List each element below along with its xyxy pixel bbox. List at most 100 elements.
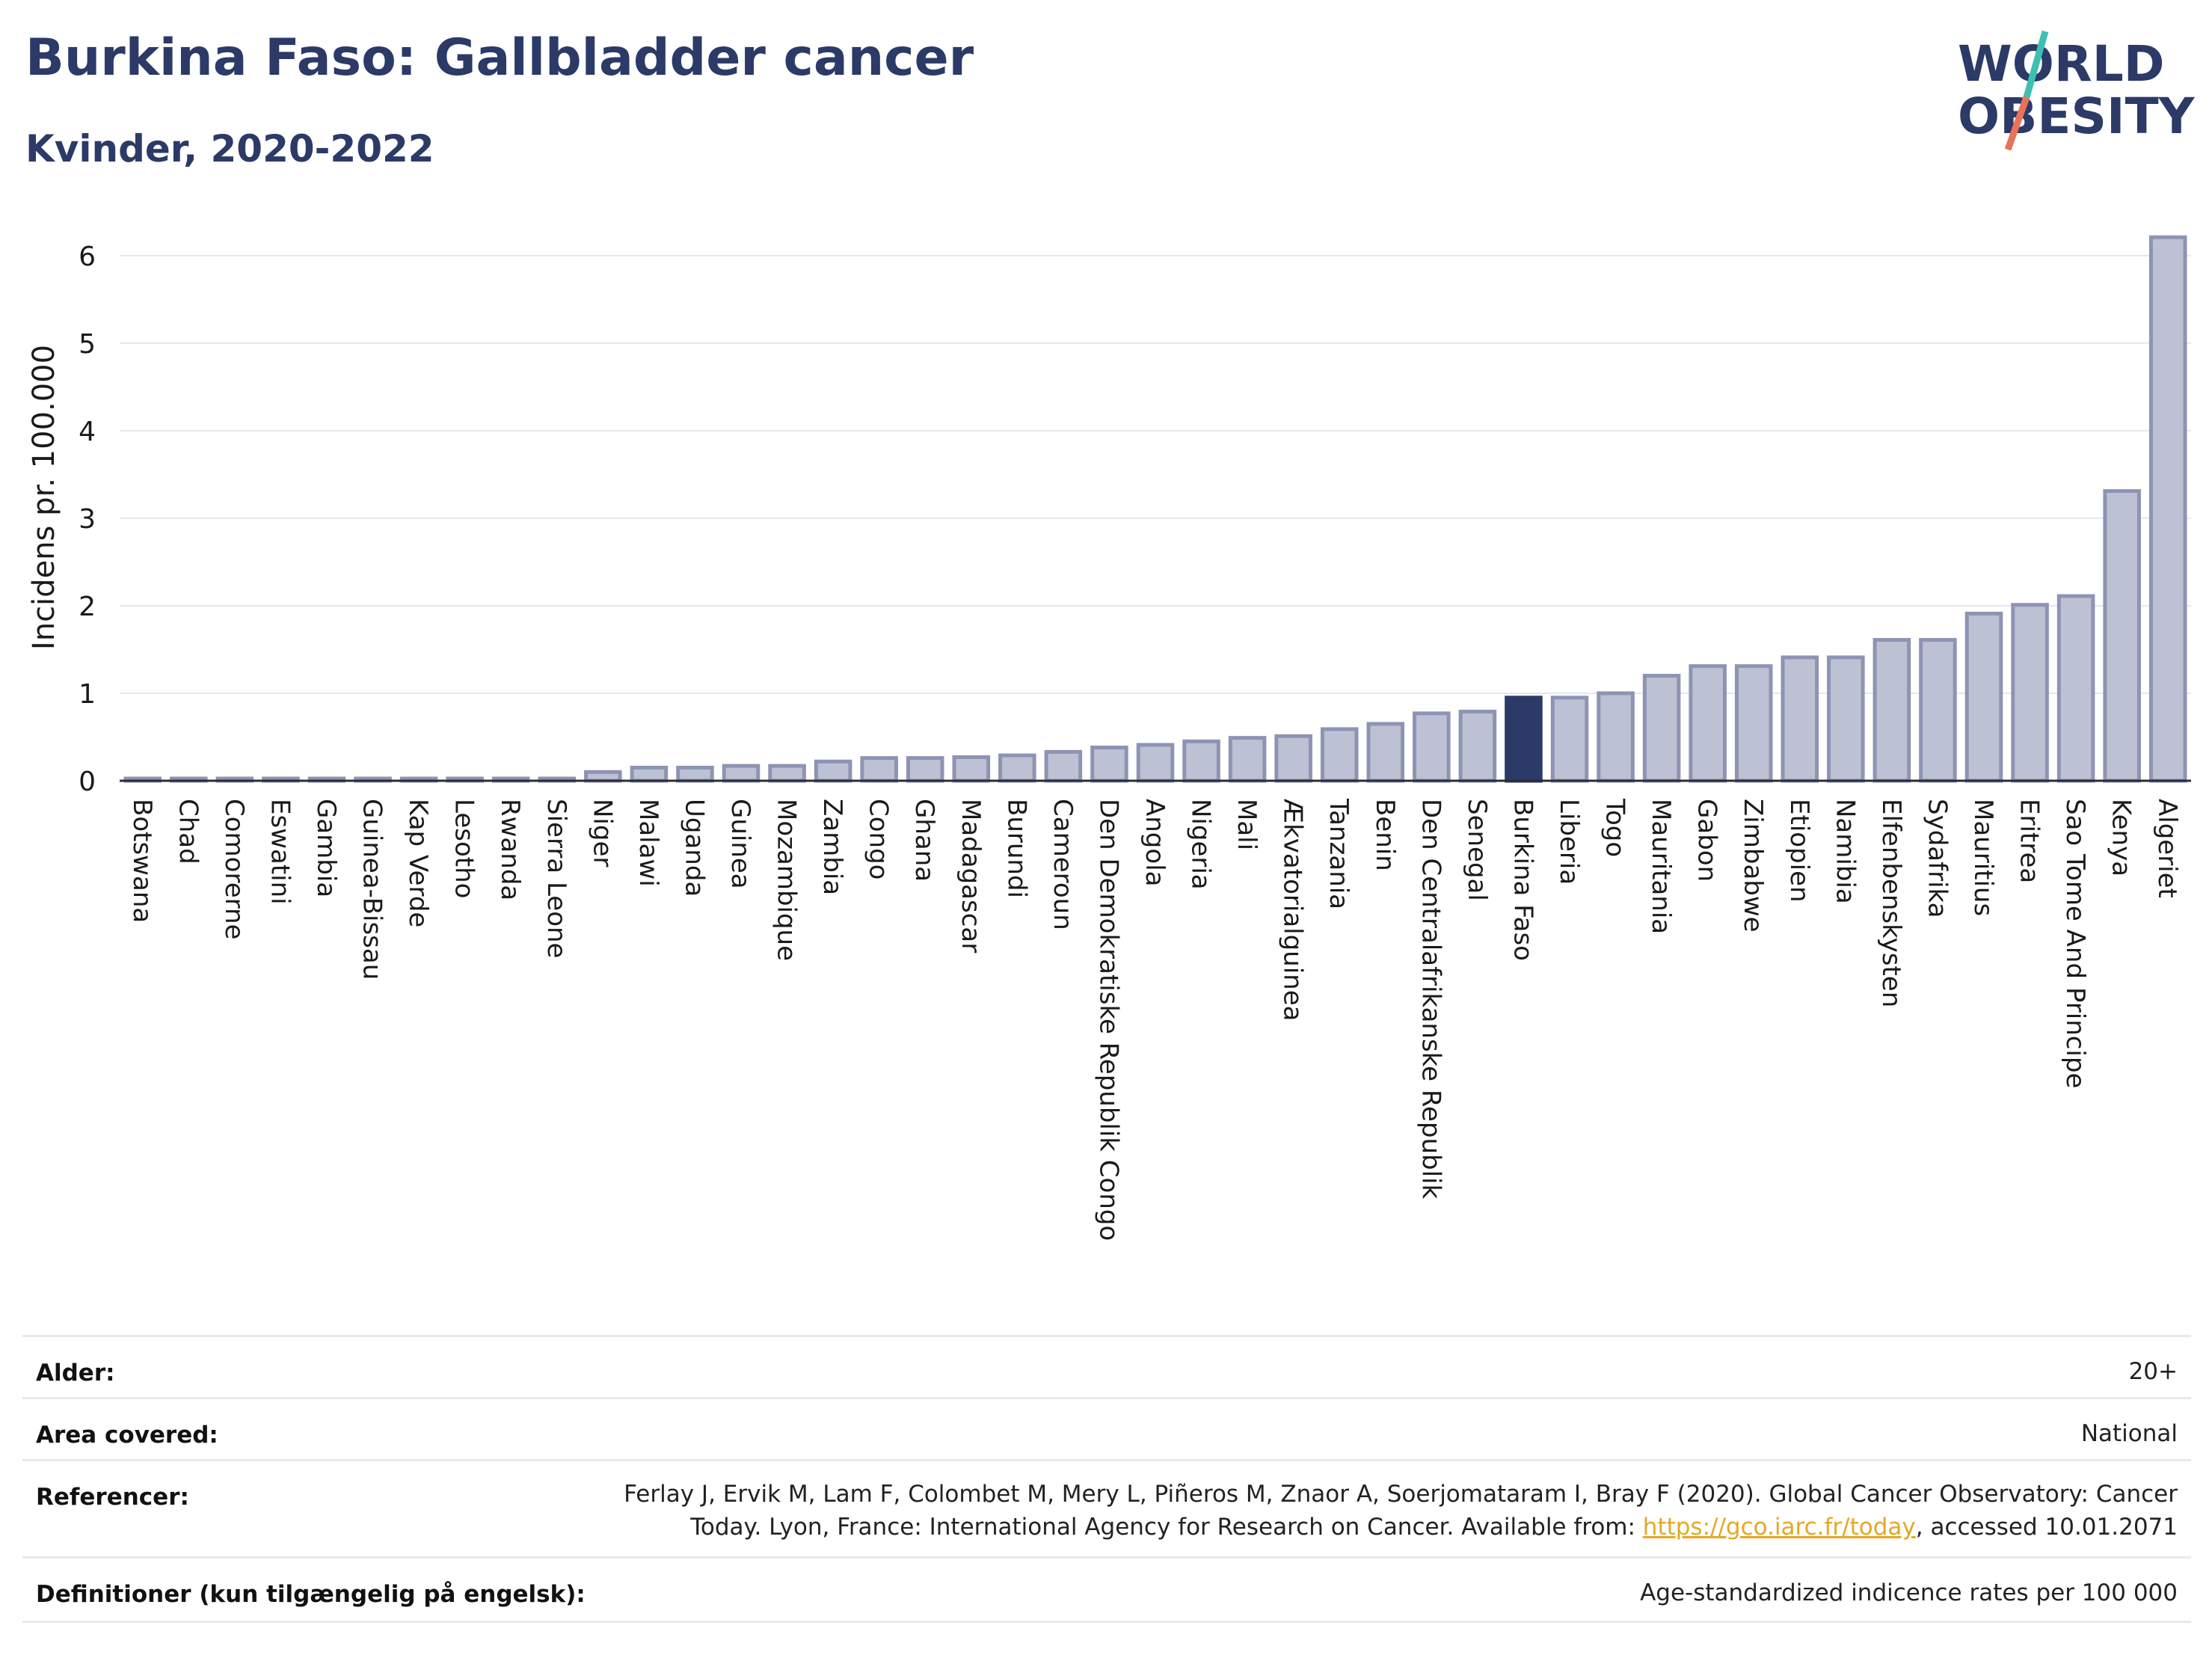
meta-value: National bbox=[2080, 1420, 2178, 1447]
bar bbox=[722, 764, 761, 783]
bar bbox=[1320, 727, 1359, 783]
bar bbox=[906, 756, 944, 783]
x-tick-label: Ækvatorialguinea bbox=[1278, 799, 1308, 1021]
bar bbox=[2148, 235, 2187, 783]
bar bbox=[1689, 664, 1727, 783]
y-tick-label: 3 bbox=[79, 504, 96, 535]
x-tick-label: Burundi bbox=[1001, 799, 1031, 898]
meta-label: Definitioner (kun tilgængelig på engelsk… bbox=[36, 1581, 586, 1608]
x-tick-label: Botswana bbox=[127, 799, 157, 923]
x-tick-label: Eswatini bbox=[265, 799, 295, 905]
x-tick-label: Mauritius bbox=[1968, 799, 1998, 916]
x-tick-label: Gabon bbox=[1692, 799, 1722, 882]
logo-slash-coral bbox=[2004, 96, 2030, 151]
x-tick-label: Malawi bbox=[633, 799, 663, 887]
meta-label: Alder: bbox=[36, 1360, 115, 1387]
y-tick-label: 1 bbox=[79, 679, 96, 710]
bar bbox=[1413, 711, 1451, 783]
meta-label: Area covered: bbox=[36, 1422, 218, 1449]
y-tick-label: 6 bbox=[79, 242, 96, 272]
grid-lines bbox=[120, 254, 2191, 694]
bar bbox=[1274, 734, 1312, 783]
bar bbox=[1872, 638, 1911, 783]
reference-line2: Today. Lyon, France: International Agenc… bbox=[624, 1511, 2178, 1544]
bar bbox=[860, 756, 898, 783]
x-tick-label: Cameroun bbox=[1048, 799, 1078, 930]
x-tick-label: Den Demokratiske Republik Congo bbox=[1093, 799, 1123, 1241]
meta-value: 20+ bbox=[2128, 1358, 2178, 1385]
meta-label: Referencer: bbox=[36, 1484, 189, 1511]
meta-row-references: Referencer: Ferlay J, Ervik M, Lam F, Co… bbox=[22, 1459, 2191, 1559]
reference-line1: Ferlay J, Ervik M, Lam F, Colombet M, Me… bbox=[624, 1481, 2178, 1508]
bar-chart: 0 1 2 3 4 5 6 Botswana Chad Comorerne Eswatini Gamb… bbox=[27, 235, 2191, 1241]
bar bbox=[2056, 594, 2095, 783]
bar bbox=[2011, 603, 2049, 783]
x-tick-label: Gambia bbox=[311, 799, 341, 897]
x-tick-label: Sao Tome And Principe bbox=[2060, 799, 2090, 1088]
bar bbox=[1090, 746, 1128, 783]
x-tick-label: Mauritania bbox=[1646, 799, 1676, 934]
x-tick-label: Angola bbox=[1140, 799, 1170, 886]
bar bbox=[676, 765, 714, 783]
bar bbox=[1228, 736, 1267, 783]
x-tick-label: Tanzania bbox=[1324, 798, 1354, 909]
bar bbox=[584, 770, 622, 783]
page-subtitle: Kvinder, 2020-2022 bbox=[25, 127, 434, 171]
x-tick-label: Guinea-Bissau bbox=[357, 799, 387, 980]
page-title: Burkina Faso: Gallbladder cancer bbox=[25, 28, 974, 87]
meta-value: Ferlay J, Ervik M, Lam F, Colombet M, Me… bbox=[624, 1478, 2178, 1544]
y-tick-label: 2 bbox=[79, 592, 96, 622]
bar bbox=[1366, 722, 1405, 783]
x-tick-label: Rwanda bbox=[495, 799, 525, 900]
x-tick-label: Lesotho bbox=[449, 799, 479, 898]
bars bbox=[123, 235, 2187, 783]
bar bbox=[998, 753, 1036, 783]
x-tick-label: Mali bbox=[1232, 799, 1262, 850]
x-tick-label: Senegal bbox=[1462, 799, 1492, 901]
x-tick-label: Den Centralafrikanske Republik bbox=[1416, 799, 1446, 1199]
x-tick-label: Kenya bbox=[2107, 799, 2136, 876]
bar bbox=[630, 765, 669, 783]
x-tick-label: Burkina Faso bbox=[1508, 799, 1537, 961]
x-tick-label: Elfenbenskysten bbox=[1876, 799, 1906, 1007]
logo-line1: WORLD bbox=[1958, 35, 2165, 93]
x-tick-label: Mozambique bbox=[772, 799, 802, 961]
axes: 0 1 2 3 4 5 6 Botswana Chad Comorerne Eswatini Gamb… bbox=[79, 242, 2191, 1241]
x-tick-label: Congo bbox=[864, 799, 894, 879]
logo-line2: OBESITY bbox=[1958, 87, 2196, 145]
y-tick-label: 4 bbox=[79, 417, 96, 447]
bar bbox=[1827, 655, 1865, 783]
x-tick-label: Ghana bbox=[909, 799, 939, 882]
bar bbox=[2103, 489, 2141, 783]
y-tick-label: 5 bbox=[79, 329, 96, 360]
y-tick-label: 0 bbox=[79, 767, 96, 797]
bar bbox=[1136, 743, 1175, 783]
meta-row-area: Area covered: National bbox=[22, 1397, 2191, 1461]
x-tick-label: Niger bbox=[587, 799, 617, 867]
bar bbox=[952, 755, 991, 783]
x-tick-label: Sierra Leone bbox=[541, 799, 571, 958]
x-tick-label: Etiopien bbox=[1784, 799, 1814, 903]
bar bbox=[1964, 611, 2003, 783]
reference-link[interactable]: https://gco.iarc.fr/today bbox=[1642, 1514, 1916, 1541]
bar bbox=[1919, 638, 1957, 783]
reference-text: Today. Lyon, France: International Agenc… bbox=[690, 1514, 1643, 1541]
bar bbox=[768, 764, 806, 783]
x-tick-label: Sydafrika bbox=[1922, 799, 1952, 918]
bar bbox=[1044, 749, 1083, 783]
x-tick-label: Zambia bbox=[817, 799, 847, 895]
bar-highlighted bbox=[1505, 696, 1543, 783]
logo-slash-teal bbox=[2023, 30, 2049, 99]
x-tick-label: Guinea bbox=[725, 799, 755, 889]
x-tick-label: Kap Verde bbox=[403, 799, 433, 927]
x-tick-label: Algeriet bbox=[2152, 799, 2182, 898]
meta-row-age: Alder: 20+ bbox=[22, 1335, 2191, 1399]
x-tick-label: Eritrea bbox=[2015, 799, 2044, 883]
x-tick-label: Benin bbox=[1370, 799, 1400, 871]
x-tick-label: Zimbabwe bbox=[1738, 799, 1768, 933]
bar bbox=[1781, 655, 1819, 783]
y-axis-label: Incidens pr. 100.000 bbox=[27, 345, 61, 650]
x-tick-label: Comorerne bbox=[219, 799, 249, 939]
x-tick-label: Namibia bbox=[1830, 799, 1860, 904]
meta-row-definitions: Definitioner (kun tilgængelig på engelsk… bbox=[22, 1556, 2191, 1623]
